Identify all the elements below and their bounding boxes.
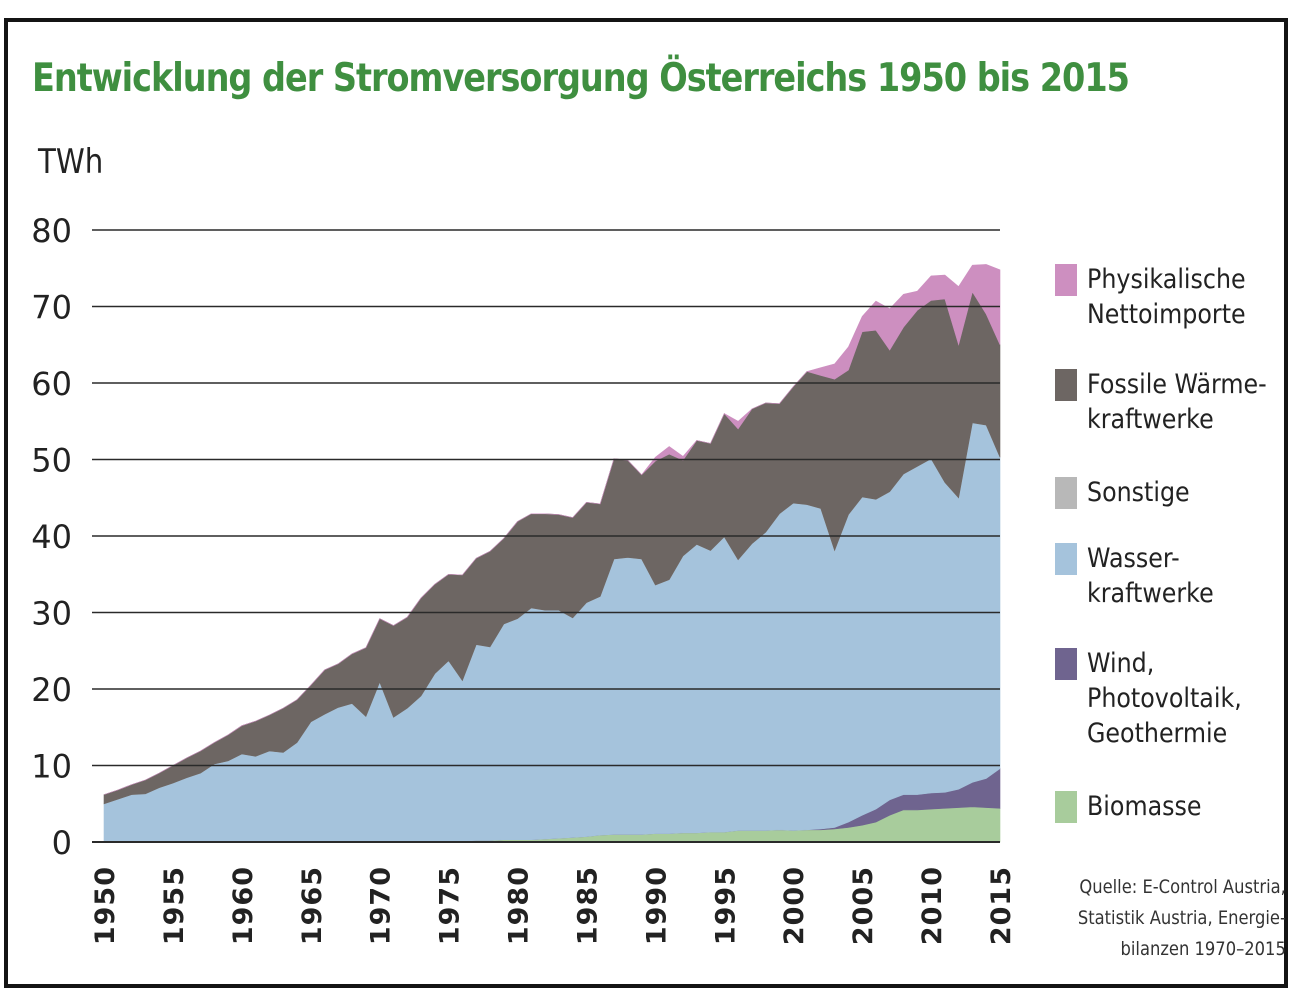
y-tick-label: 10 — [31, 748, 72, 786]
legend-swatch — [1055, 648, 1077, 680]
chart-title: Entwicklung der Stromversorgung Österrei… — [32, 56, 1130, 101]
x-tick-label: 1950 — [90, 866, 121, 945]
y-tick-label: 0 — [52, 824, 72, 862]
x-tick-label: 1980 — [504, 866, 535, 945]
x-tick-label: 1995 — [710, 866, 741, 945]
legend-label: Fossile Wärme- kraftwerke — [1087, 369, 1267, 435]
legend-label: Physikalische Nettoimporte — [1087, 264, 1246, 330]
y-tick-label: 40 — [31, 518, 72, 556]
y-tick-label: 70 — [31, 289, 72, 327]
y-tick-label: 20 — [31, 671, 72, 709]
legend-label: Wind, Photovoltaik, Geothermie — [1087, 648, 1242, 749]
y-tick-label: 80 — [31, 212, 72, 250]
x-tick-label: 1985 — [573, 866, 604, 945]
x-tick-label: 1970 — [366, 866, 397, 945]
x-tick-label: 1955 — [159, 866, 190, 945]
legend-swatch — [1055, 264, 1077, 296]
legend-label: Sonstige — [1087, 477, 1190, 508]
legend-swatch — [1055, 369, 1077, 401]
y-tick-label: 30 — [31, 595, 72, 633]
horizontal-gridlines — [92, 229, 1000, 843]
source-note: Quelle: E-Control Austria, Statistik Aus… — [1078, 876, 1286, 960]
legend-label: Biomasse — [1087, 791, 1202, 822]
y-axis-tick-labels: 0 10 20 30 40 50 60 70 80 — [31, 212, 72, 862]
legend-label: Wasser- kraftwerke — [1087, 543, 1214, 609]
y-tick-label: 50 — [31, 442, 72, 480]
legend-swatch — [1055, 477, 1077, 509]
y-axis-unit-label: TWh — [38, 142, 104, 182]
stacked-area-layers — [103, 264, 1001, 843]
x-tick-label: 1975 — [435, 866, 466, 945]
legend-swatch — [1055, 543, 1077, 575]
x-tick-label: 1960 — [228, 866, 259, 945]
x-axis-tick-labels: 1950 1955 1960 1965 1970 1975 1980 1985 1990 1995… — [90, 866, 1017, 945]
x-tick-label: 2005 — [848, 866, 879, 945]
x-tick-label: 1965 — [297, 866, 328, 945]
x-tick-label: 2010 — [917, 866, 948, 945]
legend-swatch — [1055, 791, 1077, 823]
x-tick-label: 2015 — [986, 866, 1017, 945]
area-series-physikalische-nettoimporte — [103, 264, 1001, 795]
y-tick-label: 60 — [31, 365, 72, 403]
x-tick-label: 1990 — [641, 866, 672, 945]
x-tick-label: 2000 — [779, 866, 810, 945]
